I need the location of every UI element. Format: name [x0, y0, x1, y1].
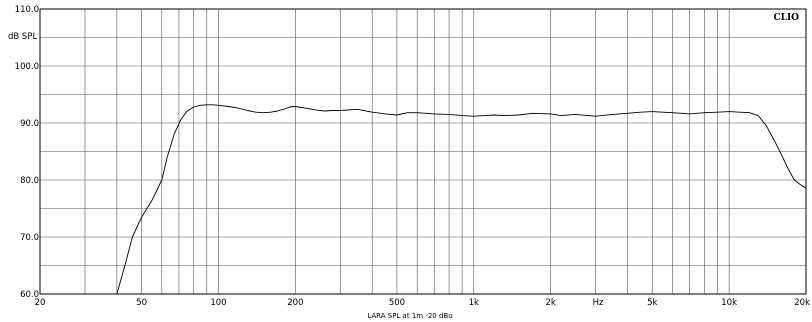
plot-frame — [39, 8, 807, 295]
x-tick-label: 1k — [469, 298, 479, 308]
y-tick-label: 60.0 — [20, 290, 39, 300]
x-tick-label: 5k — [647, 298, 657, 308]
x-tick-label: 100 — [210, 298, 226, 308]
y-tick-label: 110.0 — [15, 5, 39, 15]
chart-caption: LARA SPL at 1m -20 dBu — [367, 312, 452, 320]
y-axis-ticks: 60.0 70.0 80.0 90.0 100.0 110.0 — [15, 5, 39, 300]
x-tick-label: 500 — [389, 298, 405, 308]
x-axis-ticks: 20 50 100 200 500 1k 2k 5k 10k 20k — [35, 298, 810, 308]
y-tick-label: 90.0 — [20, 119, 39, 129]
x-tick-label: 200 — [287, 298, 303, 308]
series-line-spl — [116, 104, 807, 295]
grid — [40, 9, 806, 294]
x-tick-label: 50 — [136, 298, 147, 308]
x-tick-label: 2k — [545, 298, 555, 308]
brand-label: CLIO — [773, 13, 799, 23]
y-axis-label: dB SPL — [8, 32, 37, 42]
series-layer — [116, 104, 807, 295]
x-tick-label: 10k — [721, 298, 737, 308]
x-tick-label: 20 — [35, 298, 46, 308]
x-tick-label: 20k — [794, 298, 810, 308]
y-tick-label: 80.0 — [20, 176, 39, 186]
y-tick-label: 70.0 — [20, 233, 39, 243]
x-axis-label: Hz — [593, 298, 604, 308]
y-tick-label: 100.0 — [15, 62, 39, 72]
